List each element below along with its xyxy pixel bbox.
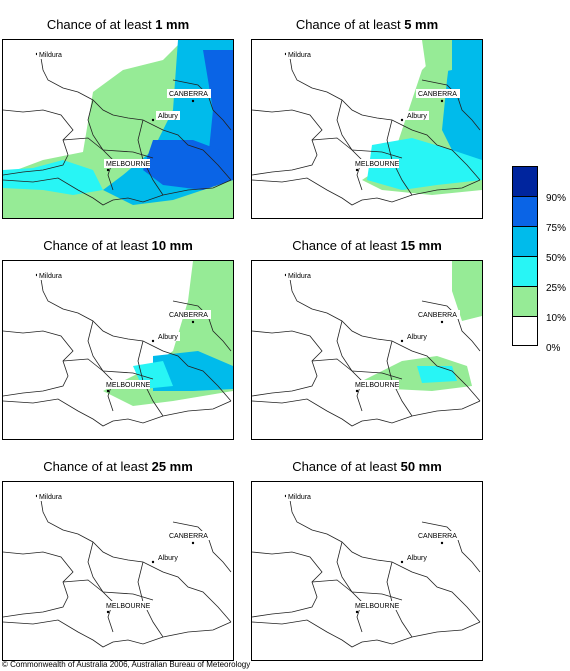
rain-probability-map: Mildura CANBERRA Albury MELBOURNE (251, 39, 483, 219)
panel-title: Chance of at least 10 mm (43, 238, 193, 253)
legend-label: 90% (546, 193, 567, 204)
svg-text:Mildura: Mildura (288, 494, 311, 501)
copyright-notice: © Commonwealth of Australia 2006, Austra… (2, 660, 251, 669)
panel-title: Chance of at least 5 mm (295, 17, 439, 32)
svg-text:Mildura: Mildura (288, 273, 311, 280)
legend-label: 75% (546, 223, 567, 234)
svg-text:MELBOURNE: MELBOURNE (355, 382, 400, 389)
svg-text:MELBOURNE: MELBOURNE (355, 603, 400, 610)
svg-text:MELBOURNE: MELBOURNE (106, 161, 151, 168)
svg-text:MELBOURNE: MELBOURNE (106, 603, 151, 610)
svg-text:Mildura: Mildura (39, 494, 62, 501)
legend-swatch-25 (512, 256, 538, 286)
legend-label: 0% (546, 343, 561, 354)
panel-title: Chance of at least 15 mm (292, 238, 442, 253)
svg-text:Albury: Albury (407, 334, 427, 341)
svg-text:MELBOURNE: MELBOURNE (355, 161, 400, 168)
svg-text:Mildura: Mildura (39, 52, 62, 59)
legend-swatch-0 (512, 316, 538, 346)
svg-text:Albury: Albury (158, 334, 178, 341)
legend-label: 50% (546, 253, 567, 264)
svg-text:MELBOURNE: MELBOURNE (106, 382, 151, 389)
svg-text:Albury: Albury (158, 555, 178, 562)
panel-title: Chance of at least 50 mm (292, 459, 442, 474)
panel-title: Chance of at least 1 mm (46, 17, 190, 32)
legend-label: 10% (546, 313, 567, 324)
rain-probability-map: Mildura CANBERRA Albury MELBOURNE (2, 39, 234, 219)
svg-text:Mildura: Mildura (288, 52, 311, 59)
svg-text:CANBERRA: CANBERRA (169, 533, 208, 540)
legend-swatch-90 (512, 166, 538, 196)
svg-text:CANBERRA: CANBERRA (169, 312, 208, 319)
legend-swatch-10 (512, 286, 538, 316)
svg-text:Albury: Albury (158, 113, 178, 120)
legend-swatch-75 (512, 196, 538, 226)
svg-text:Albury: Albury (407, 113, 427, 120)
svg-text:CANBERRA: CANBERRA (418, 91, 457, 98)
probability-legend: 90% 75% 50% 25% 10% 0% (512, 166, 566, 354)
rain-probability-map: Mildura CANBERRA Albury MELBOURNE (2, 481, 234, 661)
rain-probability-map: Mildura CANBERRA Albury MELBOURNE (251, 481, 483, 661)
svg-text:Mildura: Mildura (39, 273, 62, 280)
svg-text:CANBERRA: CANBERRA (418, 312, 457, 319)
rain-probability-map: Mildura CANBERRA Albury MELBOURNE (251, 260, 483, 440)
svg-text:CANBERRA: CANBERRA (418, 533, 457, 540)
legend-swatch-50 (512, 226, 538, 256)
legend-label: 25% (546, 283, 567, 294)
svg-text:CANBERRA: CANBERRA (169, 91, 208, 98)
panel-title: Chance of at least 25 mm (43, 459, 193, 474)
svg-text:Albury: Albury (407, 555, 427, 562)
rain-probability-map: Mildura CANBERRA Albury MELBOURNE (2, 260, 234, 440)
